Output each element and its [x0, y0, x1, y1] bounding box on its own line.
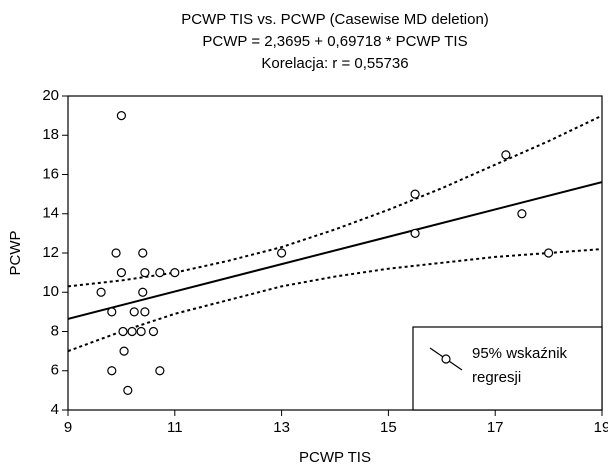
y-tick-label: 12: [42, 244, 59, 261]
data-point: [277, 248, 287, 258]
legend-box: [412, 326, 603, 411]
chart-subtitle: PCWP = 2,3695 + 0,69718 * PCWP TIS: [202, 33, 467, 50]
data-point: [543, 248, 554, 258]
data-point: [127, 326, 137, 337]
confidence-band: [68, 248, 602, 353]
x-tick-label: 15: [380, 419, 397, 436]
y-axis-label: PCWP: [7, 231, 24, 276]
y-tick-label: 20: [42, 87, 59, 104]
data-point: [155, 366, 165, 376]
regression-line: [68, 181, 602, 320]
data-point: [140, 307, 150, 317]
chart-subtitle: Korelacja: r = 0,55736: [261, 55, 408, 72]
y-tick-label: 4: [51, 401, 59, 418]
legend-label: 95% wskaźnik: [472, 345, 568, 362]
y-tick-label: 14: [42, 205, 59, 222]
data-point: [111, 248, 121, 258]
data-point: [116, 268, 127, 278]
data-point: [517, 209, 527, 219]
data-point: [119, 346, 129, 356]
x-tick-label: 9: [64, 419, 72, 436]
data-point: [148, 326, 159, 337]
data-point: [116, 111, 127, 121]
x-axis-label: PCWP TIS: [299, 449, 371, 466]
y-tick-label: 18: [42, 126, 59, 143]
data-point: [129, 307, 139, 317]
data-point: [170, 268, 180, 278]
x-tick-label: 11: [167, 419, 183, 436]
x-tick-label: 19: [594, 419, 608, 436]
y-tick-label: 8: [51, 322, 59, 339]
x-tick-label: 13: [273, 419, 290, 436]
data-point: [138, 248, 148, 258]
data-point: [136, 326, 146, 337]
y-tick-label: 6: [51, 362, 59, 379]
confidence-band: [68, 114, 602, 288]
plot-frame: [67, 95, 603, 411]
data-point: [155, 268, 165, 278]
data-point: [123, 385, 133, 395]
data-point: [96, 287, 106, 297]
data-point: [107, 307, 117, 317]
data-point: [410, 189, 420, 199]
chart-title: PCWP TIS vs. PCWP (Casewise MD deletion): [181, 11, 489, 28]
data-point: [501, 150, 511, 160]
data-point: [138, 287, 148, 297]
x-tick-label: 17: [487, 419, 504, 436]
legend-symbol: [441, 354, 451, 364]
legend-label: regresji: [472, 369, 521, 386]
y-tick-label: 16: [42, 165, 59, 182]
data-point: [140, 268, 150, 278]
data-point: [118, 326, 128, 337]
data-point: [107, 366, 117, 376]
data-point: [410, 228, 420, 238]
y-tick-label: 10: [42, 283, 59, 300]
